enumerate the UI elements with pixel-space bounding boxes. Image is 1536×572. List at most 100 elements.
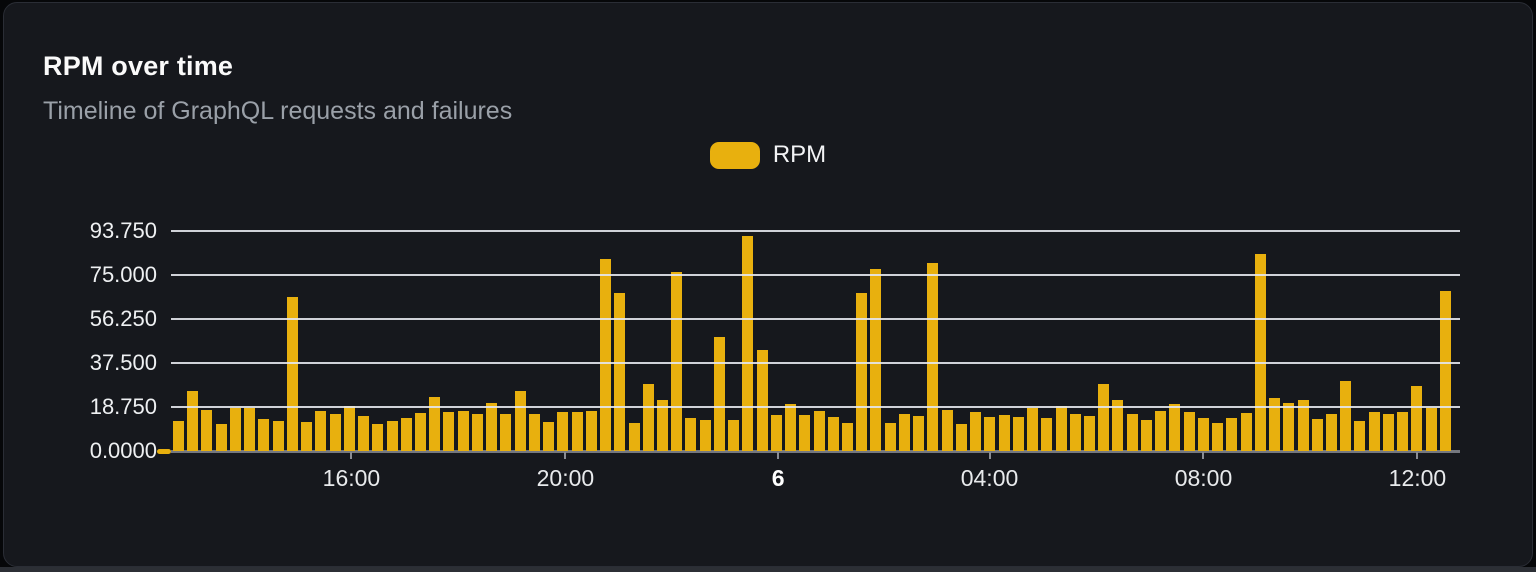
bar[interactable]: [1069, 413, 1081, 451]
bar[interactable]: [1382, 414, 1394, 451]
bar[interactable]: [1055, 405, 1067, 451]
bar[interactable]: [557, 412, 569, 451]
bar[interactable]: [443, 412, 455, 451]
bar[interactable]: [1112, 400, 1124, 451]
legend-swatch-rpm[interactable]: [709, 141, 760, 169]
bar[interactable]: [386, 421, 398, 451]
bar[interactable]: [343, 405, 355, 451]
bar[interactable]: [571, 412, 583, 451]
bar[interactable]: [400, 418, 412, 451]
bar[interactable]: [927, 263, 939, 451]
bar[interactable]: [457, 411, 469, 451]
bar[interactable]: [1283, 403, 1295, 451]
bar[interactable]: [1439, 291, 1451, 451]
bar[interactable]: [414, 413, 426, 451]
bar[interactable]: [799, 415, 811, 451]
bar[interactable]: [1425, 408, 1437, 451]
bar[interactable]: [671, 271, 683, 451]
bar[interactable]: [1254, 254, 1266, 451]
bar[interactable]: [258, 419, 270, 451]
bar[interactable]: [528, 414, 540, 451]
bar[interactable]: [856, 293, 868, 451]
bar[interactable]: [329, 413, 341, 451]
bar[interactable]: [842, 422, 854, 451]
bar[interactable]: [955, 424, 967, 451]
bar[interactable]: [913, 416, 925, 451]
bar[interactable]: [1354, 421, 1366, 451]
bar[interactable]: [998, 415, 1010, 451]
bar[interactable]: [1183, 412, 1195, 451]
bar[interactable]: [1297, 400, 1309, 451]
bar[interactable]: [215, 424, 227, 451]
bar[interactable]: [642, 384, 654, 451]
bar[interactable]: [1212, 423, 1224, 451]
bar[interactable]: [486, 403, 498, 451]
bar[interactable]: [827, 417, 839, 451]
bar[interactable]: [315, 411, 327, 451]
bar[interactable]: [1240, 413, 1252, 451]
bar[interactable]: [1311, 419, 1323, 451]
bar[interactable]: [358, 415, 370, 451]
bar[interactable]: [742, 236, 754, 451]
bar[interactable]: [1226, 418, 1238, 451]
bar[interactable]: [614, 293, 626, 451]
bar[interactable]: [429, 397, 441, 451]
bar[interactable]: [1368, 412, 1380, 451]
legend-label-rpm[interactable]: RPM: [772, 141, 827, 168]
bar[interactable]: [1325, 414, 1337, 451]
bar[interactable]: [500, 414, 512, 451]
bar[interactable]: [813, 411, 825, 451]
bar[interactable]: [1269, 398, 1281, 451]
bar[interactable]: [187, 390, 199, 451]
bar[interactable]: [756, 350, 768, 451]
page-subtitle: Timeline of GraphQL requests and failure…: [43, 97, 513, 125]
bar[interactable]: [656, 400, 668, 451]
bar[interactable]: [600, 259, 612, 451]
bar[interactable]: [1027, 408, 1039, 451]
bar[interactable]: [970, 412, 982, 451]
bar[interactable]: [699, 420, 711, 451]
bar[interactable]: [884, 423, 896, 451]
bar[interactable]: [272, 421, 284, 451]
bar[interactable]: [1084, 416, 1095, 451]
bar[interactable]: [628, 423, 640, 451]
bar[interactable]: [713, 337, 725, 451]
bar[interactable]: [1169, 404, 1181, 451]
bar[interactable]: [286, 297, 298, 451]
bar[interactable]: [870, 269, 882, 451]
page-title: RPM over time: [43, 51, 234, 81]
bar[interactable]: [1126, 414, 1138, 451]
bar[interactable]: [585, 411, 597, 451]
bar[interactable]: [941, 409, 953, 451]
bar[interactable]: [244, 408, 256, 451]
bar[interactable]: [471, 414, 483, 451]
x-axis-tick: [350, 452, 353, 459]
x-axis-tick: [777, 452, 780, 459]
bar[interactable]: [1012, 417, 1024, 451]
x-axis-label: 12:00: [1388, 465, 1447, 491]
bar[interactable]: [785, 404, 797, 451]
bar[interactable]: [372, 424, 384, 451]
bar[interactable]: [770, 415, 782, 451]
bar[interactable]: [543, 421, 555, 451]
bar[interactable]: [685, 418, 697, 451]
bar[interactable]: [201, 409, 213, 451]
bar[interactable]: [1411, 386, 1423, 451]
bar[interactable]: [229, 408, 241, 451]
bar[interactable]: [1197, 418, 1209, 451]
bar[interactable]: [1140, 420, 1152, 451]
plot-area: 0.0000 18.750 37.500 56.250 75.000 93.750 16:0…: [90, 218, 1460, 491]
bar[interactable]: [514, 391, 526, 451]
bar[interactable]: [1098, 384, 1110, 451]
bar[interactable]: [1041, 418, 1053, 451]
y-axis-label: 0.0000: [89, 438, 157, 463]
bar[interactable]: [1155, 411, 1167, 451]
bar[interactable]: [1397, 412, 1409, 451]
bar[interactable]: [984, 417, 996, 451]
bar[interactable]: [301, 421, 313, 451]
bar[interactable]: [173, 421, 184, 451]
bar[interactable]: [728, 420, 740, 451]
bar[interactable]: [1340, 381, 1352, 451]
x-axis-label: 08:00: [1174, 465, 1233, 491]
bar[interactable]: [898, 414, 910, 451]
